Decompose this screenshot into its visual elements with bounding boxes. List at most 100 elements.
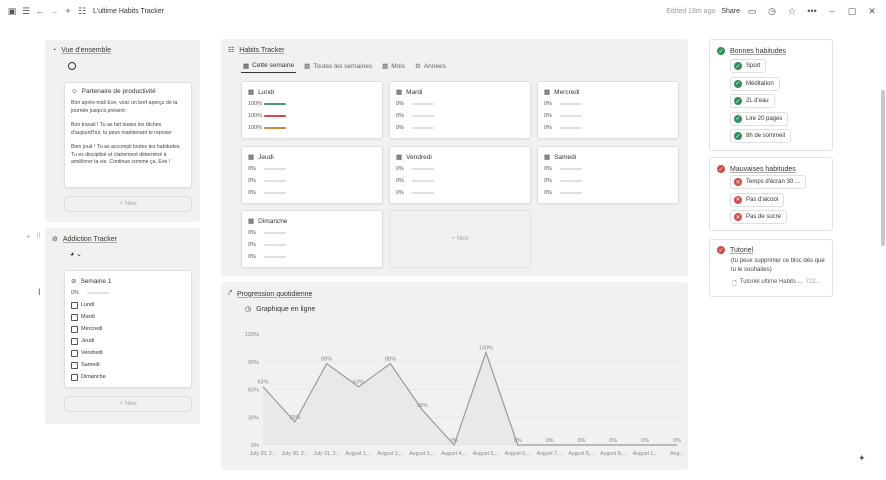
day-label: Mercredi	[81, 326, 103, 332]
x-icon: ✕	[734, 213, 742, 221]
checkbox[interactable]	[71, 337, 78, 345]
progress-row: 0%	[248, 163, 382, 175]
top-bar: ▣ ☰ ← → + ☷ L'ultime Habits Tracker Edit…	[0, 0, 886, 22]
calendar-icon: ▦	[248, 154, 255, 161]
tutorial-title[interactable]: Tutoriel	[730, 246, 754, 254]
chart-view-tab[interactable]: Graphique en ligne	[256, 305, 316, 313]
day-card[interactable]: ▦ Mardi 0% 0% 0%	[389, 81, 531, 139]
habit-label: Méditation	[746, 80, 774, 87]
progress-row: 0%	[544, 163, 678, 175]
week-pct: 0%	[71, 290, 79, 296]
star-icon[interactable]: ☆	[787, 5, 797, 16]
cursor-icon: I	[38, 287, 41, 297]
tab-3[interactable]: ⚙ Années	[413, 59, 448, 73]
check-icon: ✓	[717, 47, 725, 55]
habit-chip[interactable]: ✓ 2L d'eau	[730, 94, 775, 108]
day-card[interactable]: ▦ Mercredi 0% 0% 0%	[537, 81, 679, 139]
day-card[interactable]: ▦ Vendredi 0% 0% 0%	[389, 146, 531, 204]
back-icon[interactable]: ←	[35, 6, 45, 16]
sidebar-toggle-icon[interactable]: ▣	[7, 5, 17, 16]
habit-chip[interactable]: ✓ Lire 20 pages	[730, 111, 789, 126]
menu-icon[interactable]: ☰	[21, 5, 31, 16]
x-tick: August 8,...	[568, 451, 594, 457]
day-card[interactable]: ▦ Samedi 0% 0% 0%	[537, 146, 679, 204]
data-label: 38%	[417, 403, 428, 409]
check-icon: ✓	[734, 62, 742, 70]
day-card[interactable]: ▦ Lundi 100% 100% 100%	[241, 81, 383, 139]
new-button[interactable]: + New	[389, 210, 531, 268]
day-checkbox-row[interactable]: Mercredi	[71, 323, 191, 335]
checkbox[interactable]	[71, 373, 78, 381]
new-button[interactable]: + New	[64, 196, 192, 212]
day-checkbox-row[interactable]: Vendredi	[71, 347, 191, 359]
tab-2[interactable]: ▦ Mois	[380, 59, 407, 73]
day-label: Dimanche	[81, 374, 106, 380]
progress-bar	[264, 127, 286, 129]
progress-row: 0%	[544, 122, 678, 134]
habit-chip[interactable]: ✓ Sport	[730, 59, 767, 73]
day-checkbox-row[interactable]: Lundi	[71, 299, 191, 311]
progress-pct: 0%	[396, 178, 404, 184]
plus-icon[interactable]: +	[65, 6, 71, 16]
day-card[interactable]: ▦ Jeudi 0% 0% 0%	[241, 146, 383, 204]
progress-pct: 0%	[544, 190, 552, 196]
progress-pct: 100%	[248, 101, 263, 107]
tab-0[interactable]: ▦ Cette semaine	[241, 59, 297, 73]
more-icon[interactable]: •••	[807, 6, 817, 16]
progress-row: 100%	[248, 122, 382, 134]
checkbox[interactable]	[71, 313, 78, 321]
progress-bar	[560, 127, 582, 129]
day-checkbox-row[interactable]: Mardi	[71, 311, 191, 323]
habit-chip[interactable]: ✓ Méditation	[730, 76, 780, 91]
habit-chip[interactable]: ✕ Temps d'écran 30 ...	[730, 175, 806, 189]
progress-title[interactable]: Progression quotidienne	[236, 290, 313, 298]
day-label: Jeudi	[81, 338, 95, 344]
add-block-icon[interactable]: +	[26, 232, 31, 241]
partner-icon: ☺	[71, 88, 78, 95]
day-checkbox-row[interactable]: Samedi	[71, 359, 191, 371]
checkbox[interactable]	[71, 349, 78, 357]
ai-sparkle-icon[interactable]: ✦	[858, 453, 866, 463]
good-title[interactable]: Bonnes habitudes	[730, 47, 787, 55]
progress-bar	[560, 180, 582, 182]
week-card[interactable]: ⊘ Semaine 1 0% Lundi Mardi Mercredi Jeudi Ven…	[64, 270, 192, 388]
tutorial-subtitle: (tu peux supprimer ce bloc dès que tu le…	[731, 258, 825, 273]
drag-handle-icon[interactable]: ⠿	[36, 233, 42, 240]
maximize-icon[interactable]: ▢	[847, 5, 857, 16]
tab-1[interactable]: ▦ Toutes les semaines	[302, 59, 374, 73]
day-card[interactable]: ▦ Dimanche 0% 0% 0%	[241, 210, 383, 268]
scrollbar[interactable]	[880, 22, 886, 480]
overview-title[interactable]: Vue d'ensemble	[61, 47, 111, 54]
progress-pct: 0%	[248, 190, 256, 196]
new-button[interactable]: + New	[64, 396, 192, 412]
share-button[interactable]: Share	[721, 7, 740, 15]
day-label: Samedi	[81, 362, 100, 368]
habit-chip[interactable]: ✕ Pas d'alcool	[730, 192, 785, 207]
minimize-icon[interactable]: –	[829, 6, 835, 16]
habit-chip[interactable]: ✓ 8h de sommeil	[730, 129, 792, 143]
checkbox[interactable]	[71, 301, 78, 309]
progress-bar	[412, 103, 434, 105]
tutorial-link[interactable]: Tutoriel ultime Habits ...	[739, 279, 803, 285]
comment-icon[interactable]: ▭	[747, 5, 757, 16]
close-icon[interactable]: ✕	[868, 5, 876, 16]
progress-bar	[264, 168, 286, 170]
progress-pct: 0%	[248, 230, 256, 236]
day-checkbox-row[interactable]: Jeudi	[71, 335, 191, 347]
habits-title[interactable]: Habits Tracker	[239, 46, 285, 54]
history-icon[interactable]: ◷	[768, 5, 776, 16]
partner-card[interactable]: ☺ Partenaire de productivité Bon après-mi…	[64, 82, 192, 188]
data-label: 88%	[321, 357, 332, 363]
checkbox[interactable]	[71, 325, 78, 333]
overview-panel: ◔ Vue d'ensemble ☺ Partenaire de productiv…	[45, 40, 200, 222]
forward-icon[interactable]: →	[49, 6, 59, 16]
check-icon: ✓	[734, 79, 742, 88]
habit-chip[interactable]: ✕ Pas de sucre	[730, 210, 788, 224]
view-selector[interactable]: ◕ ⌄	[70, 251, 83, 258]
addiction-title[interactable]: Addiction Tracker	[62, 235, 117, 243]
day-checkbox-row[interactable]: Dimanche	[71, 371, 191, 383]
checkbox[interactable]	[71, 361, 78, 369]
progress-bar	[264, 180, 286, 182]
status-circle-icon[interactable]	[68, 62, 76, 70]
bad-title[interactable]: Mauvaises habitudes	[730, 165, 796, 173]
